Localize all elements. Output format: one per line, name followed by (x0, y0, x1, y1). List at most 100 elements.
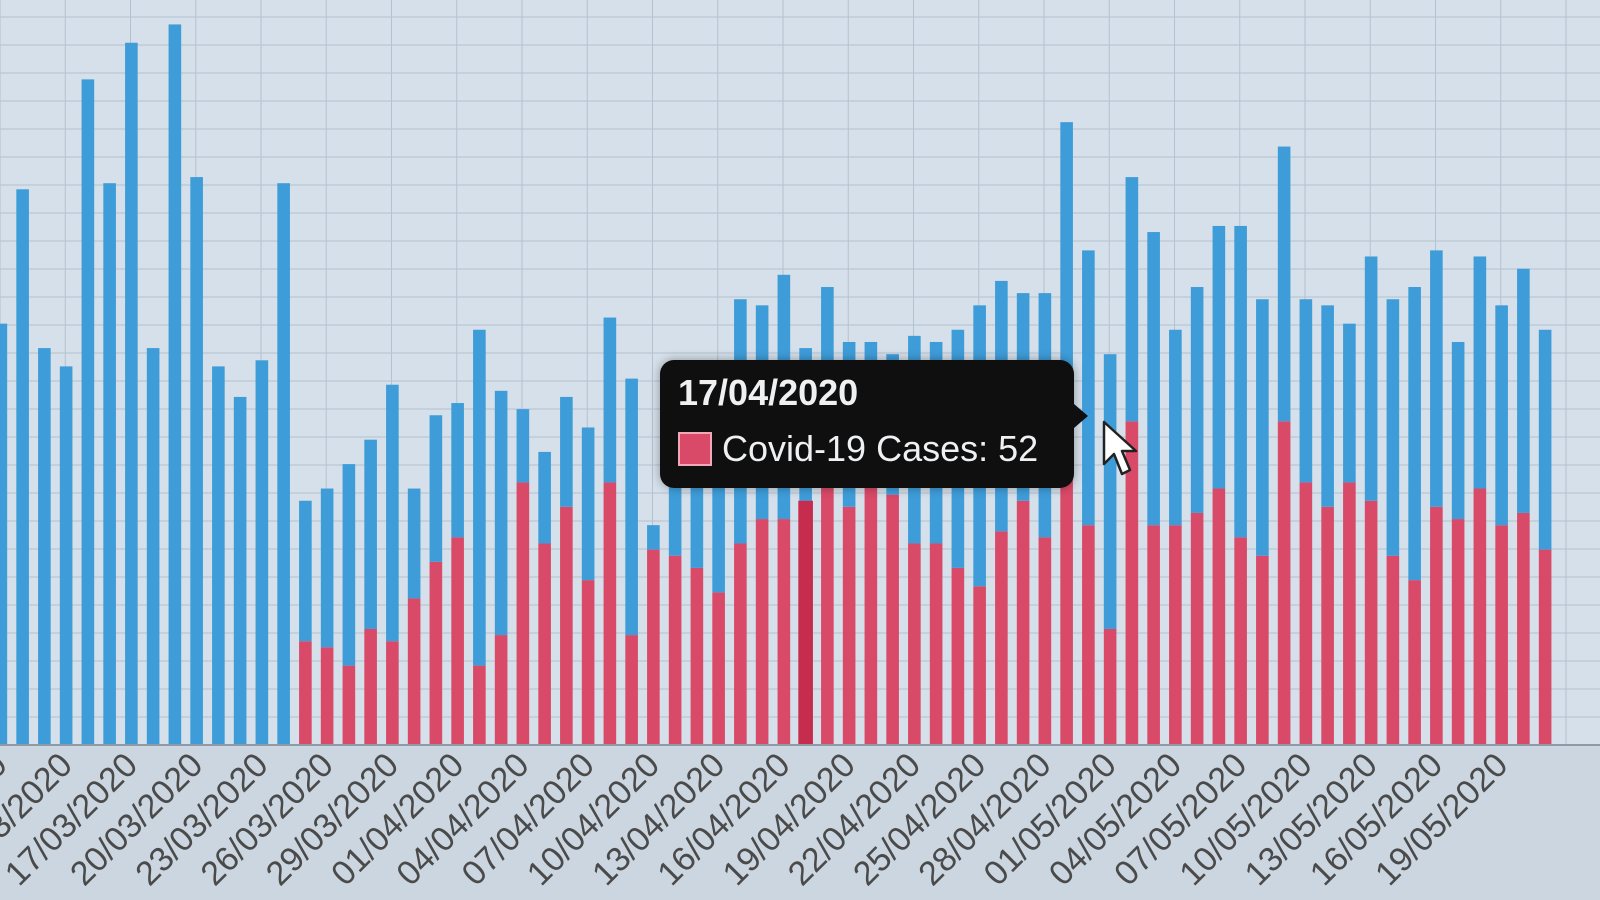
bar-cases[interactable] (886, 494, 899, 745)
bar-cases[interactable] (560, 506, 573, 745)
bar-cases[interactable] (1299, 482, 1313, 745)
bar-cases[interactable] (1451, 519, 1465, 745)
bar-other[interactable] (1169, 329, 1182, 526)
bar-cases[interactable] (712, 592, 725, 745)
bar-other[interactable] (429, 415, 443, 562)
bar-cases[interactable] (1082, 525, 1095, 745)
bar-cases[interactable] (951, 567, 965, 745)
bar-cases[interactable] (668, 555, 682, 745)
bar-other[interactable] (320, 488, 334, 648)
bar-cases[interactable] (755, 519, 769, 745)
bar-other[interactable] (1473, 256, 1487, 489)
bar-other[interactable] (1147, 232, 1160, 526)
bar-cases[interactable] (1408, 580, 1421, 745)
bar-cases[interactable] (407, 598, 421, 745)
bar-other[interactable] (168, 24, 182, 746)
bar-cases[interactable] (1169, 525, 1182, 745)
bar-cases[interactable] (734, 543, 747, 745)
bar-cases[interactable] (1473, 488, 1487, 745)
bar-cases[interactable] (821, 470, 834, 745)
bar-other[interactable] (1299, 299, 1313, 483)
bar-other[interactable] (212, 366, 225, 745)
bar-other[interactable] (364, 439, 377, 629)
bar-other[interactable] (603, 317, 617, 483)
bar-other[interactable] (16, 189, 29, 745)
bar-cases[interactable] (1234, 537, 1247, 745)
bar-cases[interactable] (603, 482, 617, 745)
bar-other[interactable] (1430, 250, 1443, 507)
bar-cases[interactable] (1321, 506, 1334, 745)
bar-other[interactable] (538, 451, 551, 544)
bar-other[interactable] (1277, 146, 1291, 422)
bar-cases[interactable] (1212, 488, 1226, 745)
bar-highlight[interactable] (798, 500, 813, 745)
bar-other[interactable] (1082, 250, 1095, 526)
bar-other[interactable] (516, 409, 530, 483)
bar-other[interactable] (1321, 305, 1334, 507)
bar-cases[interactable] (473, 665, 486, 745)
bar-other[interactable] (647, 525, 660, 550)
bar-cases[interactable] (625, 635, 638, 745)
bar-other[interactable] (59, 366, 73, 745)
bar-cases[interactable] (647, 549, 660, 745)
bar-other[interactable] (38, 348, 51, 745)
bar-cases[interactable] (1538, 549, 1552, 745)
bar-other[interactable] (1234, 225, 1247, 538)
bar-other[interactable] (1451, 341, 1465, 520)
bar-other[interactable] (1408, 287, 1421, 581)
bar-other[interactable] (473, 329, 486, 666)
bar-other[interactable] (1103, 354, 1117, 629)
bar-other[interactable] (451, 403, 464, 538)
bar-cases[interactable] (1256, 555, 1269, 745)
bar-cases[interactable] (429, 561, 443, 745)
bar-other[interactable] (1538, 329, 1552, 550)
bar-other[interactable] (1364, 256, 1378, 501)
bar-cases[interactable] (777, 519, 791, 745)
bar-cases[interactable] (1190, 512, 1204, 745)
bar-cases[interactable] (1386, 555, 1400, 745)
bar-other[interactable] (1190, 287, 1204, 513)
bar-other[interactable] (386, 384, 399, 642)
bar-other[interactable] (277, 183, 290, 745)
bar-other[interactable] (560, 396, 573, 507)
bar-other[interactable] (233, 396, 247, 745)
bar-other[interactable] (146, 348, 160, 745)
bar-other[interactable] (1256, 299, 1269, 556)
bar-other[interactable] (103, 183, 116, 745)
bar-cases[interactable] (1364, 500, 1378, 745)
bar-cases[interactable] (1343, 482, 1356, 745)
bar-cases[interactable] (908, 543, 921, 745)
bar-cases[interactable] (1430, 506, 1443, 745)
bar-cases[interactable] (1125, 421, 1139, 745)
bar-cases[interactable] (516, 482, 530, 745)
bar-other[interactable] (0, 323, 8, 745)
bar-cases[interactable] (386, 641, 399, 745)
bar-other[interactable] (1125, 177, 1139, 422)
bar-cases[interactable] (864, 482, 878, 745)
bar-cases[interactable] (320, 647, 334, 745)
bar-other[interactable] (1343, 323, 1356, 483)
bar-other[interactable] (299, 500, 312, 642)
bar-cases[interactable] (842, 506, 856, 745)
bar-cases[interactable] (342, 665, 356, 745)
bar-cases[interactable] (1277, 421, 1291, 745)
bar-other[interactable] (1517, 268, 1530, 513)
bar-cases[interactable] (299, 641, 312, 745)
bar-cases[interactable] (364, 628, 377, 745)
bar-other[interactable] (342, 464, 356, 666)
bar-other[interactable] (81, 79, 95, 745)
bar-cases[interactable] (995, 531, 1008, 745)
bar-cases[interactable] (929, 543, 943, 745)
bar-cases[interactable] (494, 635, 508, 745)
bar-other[interactable] (1495, 305, 1508, 526)
bar-cases[interactable] (690, 567, 704, 745)
bar-cases[interactable] (1103, 628, 1117, 745)
bar-other[interactable] (190, 177, 203, 746)
bar-other[interactable] (690, 476, 704, 568)
bar-other[interactable] (494, 390, 508, 636)
bar-cases[interactable] (451, 537, 464, 745)
bar-other[interactable] (255, 360, 269, 745)
bar-other[interactable] (1386, 299, 1400, 556)
bar-cases[interactable] (581, 580, 595, 745)
bar-cases[interactable] (1060, 427, 1073, 745)
